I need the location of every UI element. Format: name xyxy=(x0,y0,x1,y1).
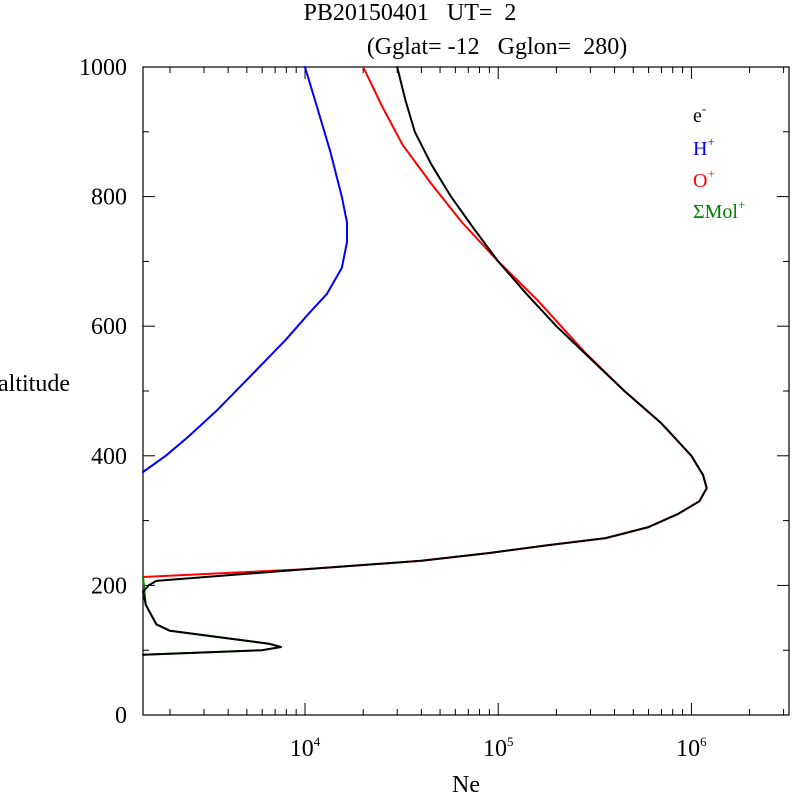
series-layer xyxy=(142,66,708,656)
x-tick-label: 104 xyxy=(290,734,321,762)
chart-title-line1: PB20150401 UT= 2 xyxy=(304,0,517,26)
y-tick-label: 1000 xyxy=(79,55,127,81)
legend: e- H+ O+ ΣMol+ xyxy=(693,101,745,223)
chart-title-line2: (Gglat= -12 Gglon= 280) xyxy=(367,34,627,60)
series-line-electron xyxy=(142,66,708,656)
y-tick-label: 600 xyxy=(91,314,127,340)
x-tick-labels: 104 105 106 xyxy=(290,734,707,762)
axis-ticks xyxy=(143,66,789,716)
y-tick-label: 0 xyxy=(115,703,127,729)
y-tick-labels: 0 200 400 600 800 1000 xyxy=(79,55,127,729)
y-axis-label: altitude xyxy=(0,371,70,397)
y-tick-label: 200 xyxy=(91,573,127,599)
x-axis-label: Ne xyxy=(452,772,480,796)
legend-entry: e- xyxy=(693,101,706,127)
series-line-oxygen-ion xyxy=(142,66,708,578)
series-line-hydrogen-ion xyxy=(142,66,348,473)
plot-frame xyxy=(142,66,790,716)
legend-entry: O+ xyxy=(693,166,715,192)
x-tick-label: 106 xyxy=(676,734,707,762)
x-tick-label: 105 xyxy=(483,734,514,762)
y-tick-label: 800 xyxy=(91,185,127,211)
legend-entry: ΣMol+ xyxy=(693,197,745,223)
legend-entry: H+ xyxy=(693,134,715,160)
y-tick-label: 400 xyxy=(91,444,127,470)
